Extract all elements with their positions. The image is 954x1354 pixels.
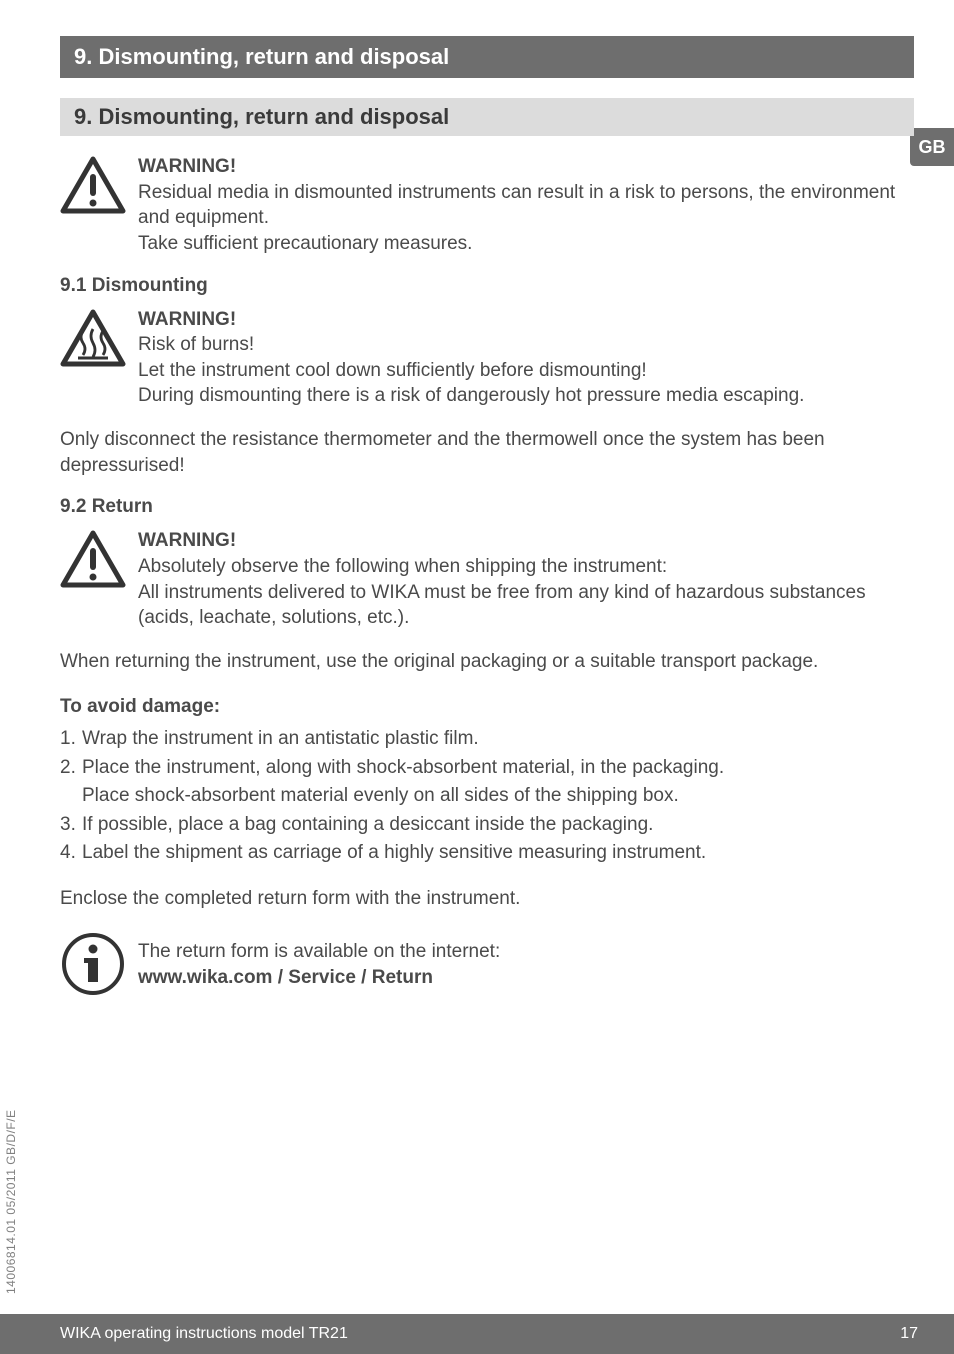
warning-text-1: Absolutely observe the following when sh… [138,556,667,577]
warning-block-residual: WARNING! Residual media in dismounted in… [60,154,914,257]
warning-text-2: Let the instrument cool down sufficientl… [138,360,647,381]
info-icon [60,929,138,997]
warning-text-2: All instruments delivered to WIKA must b… [138,582,866,629]
warning-text-1: Residual media in dismounted instruments… [138,182,895,229]
warning-title: WARNING! [138,154,914,180]
damage-item-3: If possible, place a bag containing a de… [82,811,653,840]
paragraph-enclose: Enclose the completed return form with t… [60,886,914,912]
damage-item-4: Label the shipment as carriage of a high… [82,839,706,868]
damage-item-2: Place the instrument, along with shock-a… [82,754,724,783]
warning-block-shipping: WARNING! Absolutely observe the followin… [60,528,914,631]
info-text-1: The return form is available on the inte… [138,941,500,962]
page-footer: WIKA operating instructions model TR21 1… [0,1314,954,1354]
subheading-return: 9.2 Return [60,496,914,518]
warning-text-3: During dismounting there is a risk of da… [138,385,804,406]
warning-text-2: Take sufficient precautionary measures. [138,233,472,254]
paragraph-disconnect: Only disconnect the resistance thermomet… [60,427,914,478]
paragraph-packaging: When returning the instrument, use the o… [60,649,914,675]
warning-title: WARNING! [138,307,914,333]
subheading-dismounting: 9.1 Dismounting [60,275,914,297]
damage-item-1: Wrap the instrument in an antistatic pla… [82,725,479,754]
document-code-vertical: 14006814.01 05/2011 GB/D/F/E [4,1109,18,1294]
page-content: 9. Dismounting, return and disposal 9. D… [0,0,954,997]
chapter-header: 9. Dismounting, return and disposal [60,36,914,78]
section-header-main: 9. Dismounting, return and disposal [60,98,914,136]
warning-icon [60,154,138,214]
damage-item-2-sub: Place shock-absorbent material evenly on… [60,782,914,811]
footer-page-number: 17 [900,1325,918,1343]
hot-surface-icon [60,307,138,367]
warning-title: WARNING! [138,528,914,554]
info-link-text: www.wika.com / Service / Return [138,967,433,988]
warning-icon [60,528,138,588]
warning-block-burns: WARNING! Risk of burns! Let the instrume… [60,307,914,410]
info-block-return-form: The return form is available on the inte… [60,929,914,997]
warning-text-1: Risk of burns! [138,334,254,355]
footer-left: WIKA operating instructions model TR21 [60,1325,348,1343]
damage-avoid-section: To avoid damage: 1.Wrap the instrument i… [60,693,914,868]
damage-heading: To avoid damage: [60,693,914,722]
